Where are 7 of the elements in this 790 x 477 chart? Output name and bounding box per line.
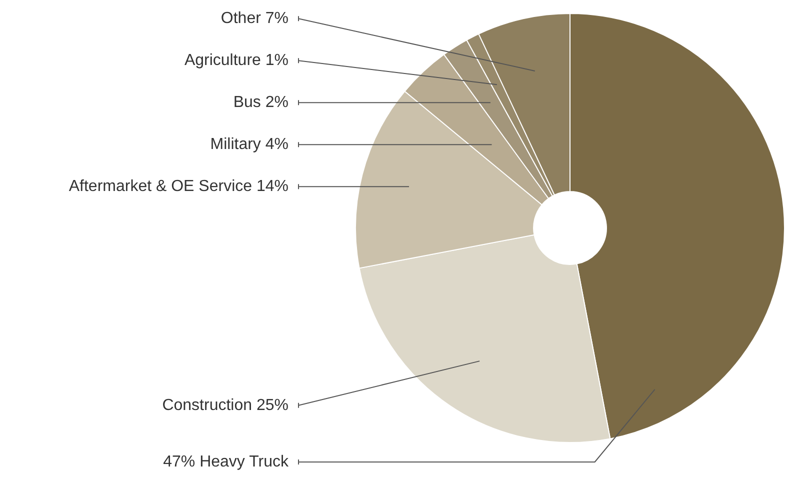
- slice-label: Military 4%: [210, 136, 288, 154]
- slice-label: Construction 25%: [162, 396, 288, 414]
- slice-label: Agriculture 1%: [184, 52, 288, 70]
- slice-label: Other 7%: [220, 10, 288, 28]
- slice-label: 47% Heavy Truck: [163, 453, 290, 470]
- slice-label: Aftermarket & OE Service 14%: [68, 178, 288, 196]
- slice-label: Bus 2%: [233, 94, 288, 112]
